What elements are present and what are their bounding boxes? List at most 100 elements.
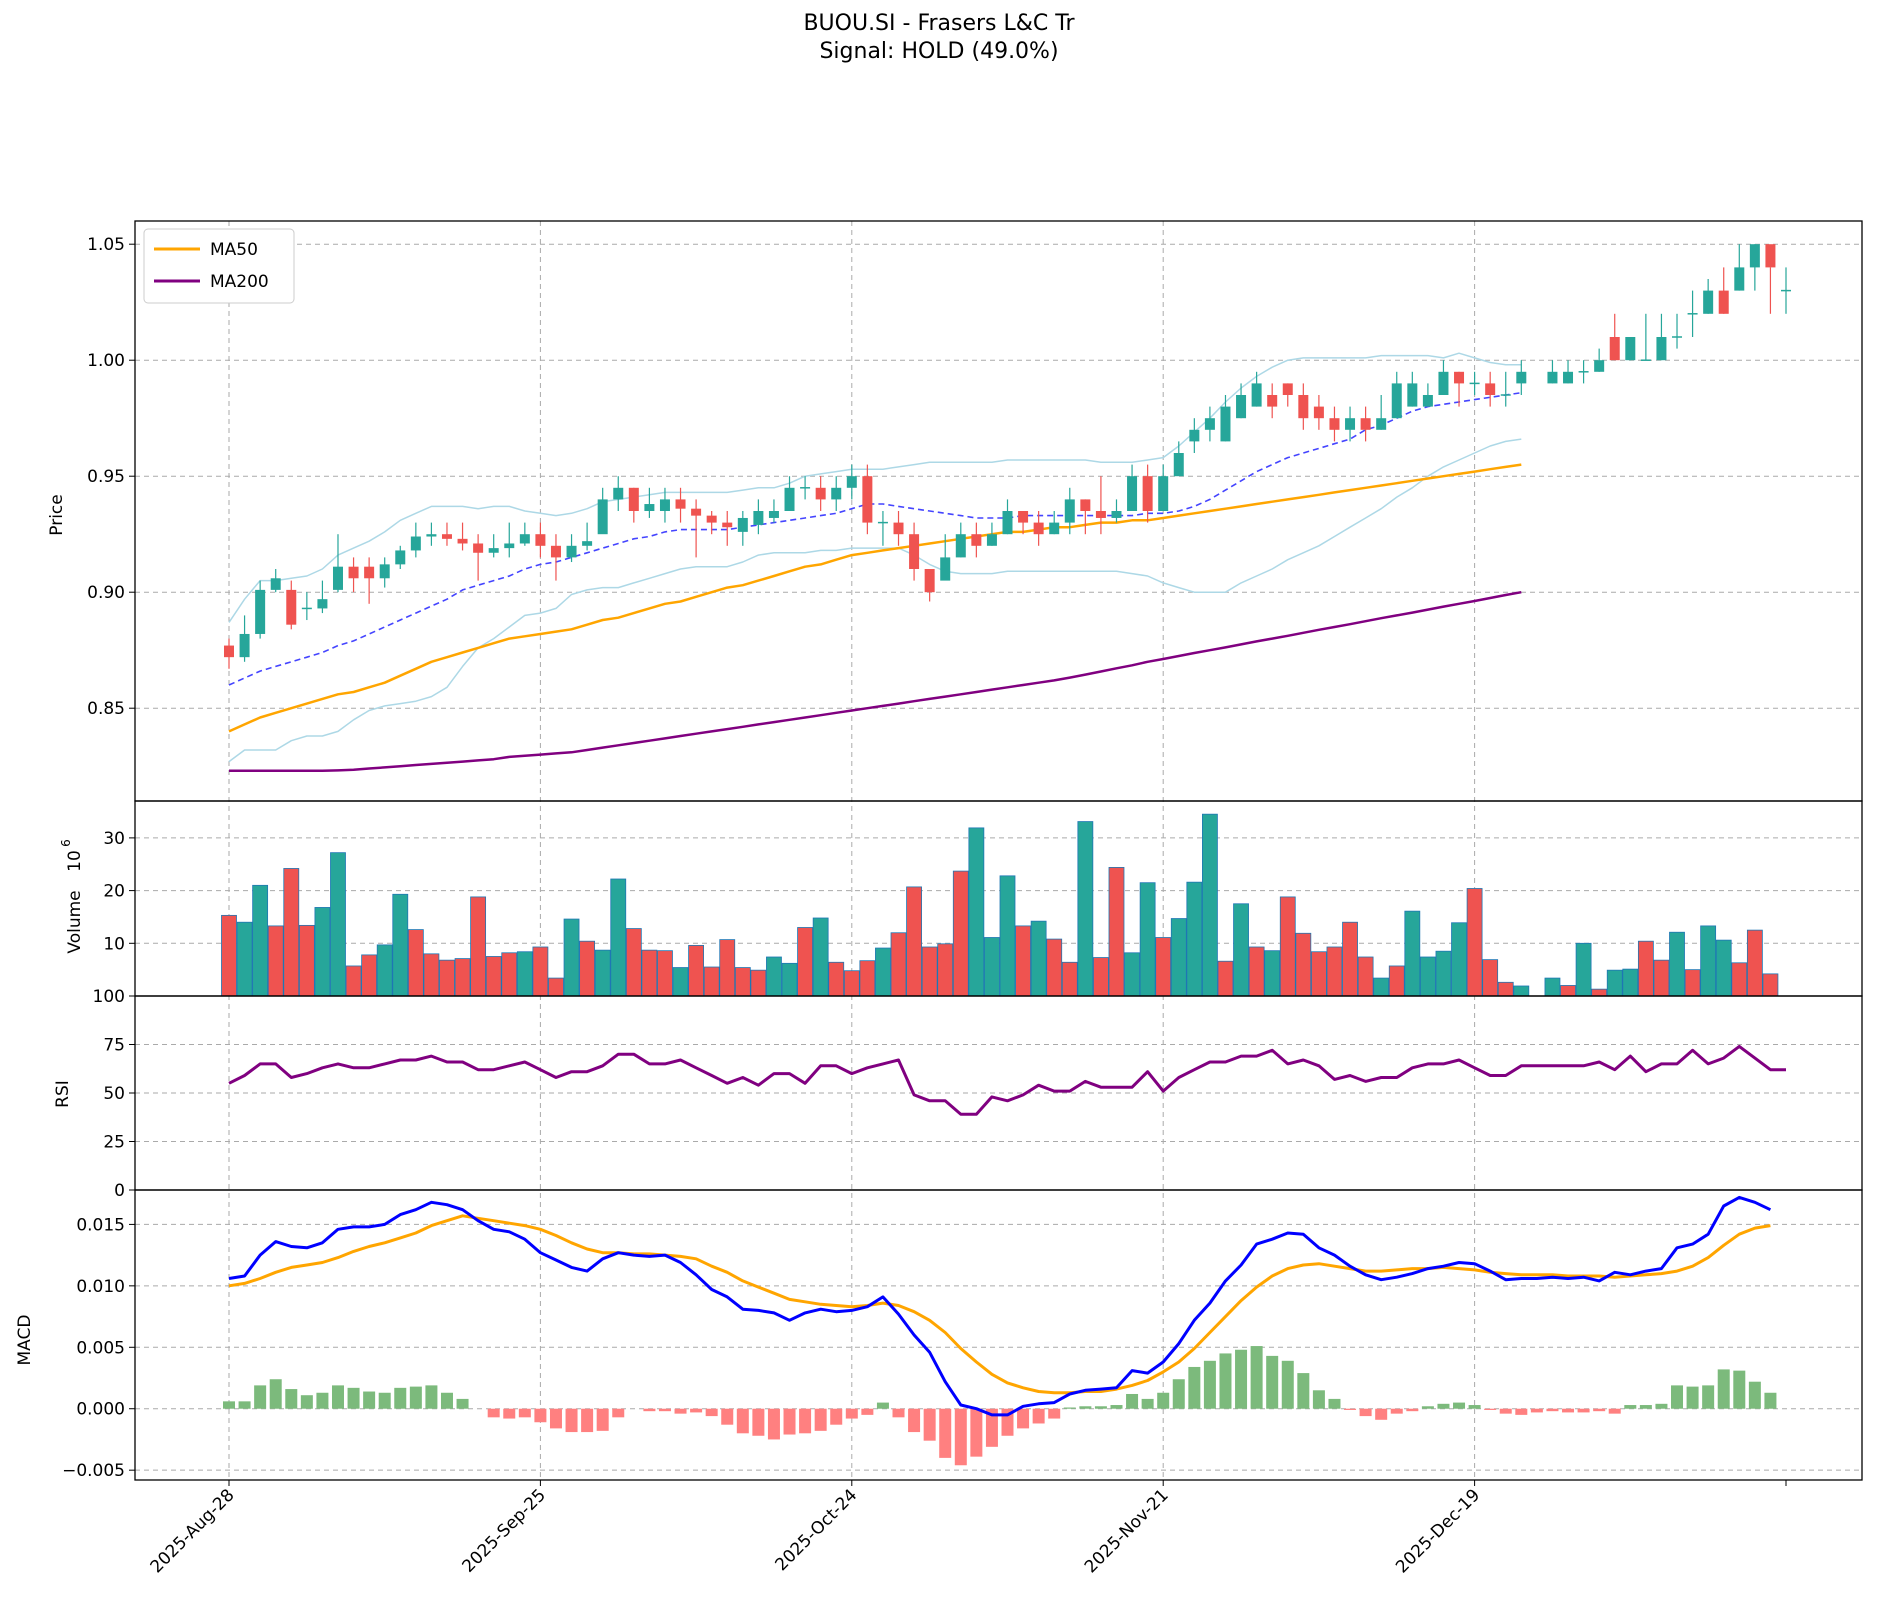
volume-bar [1046,938,1063,997]
macd-histogram-bar [923,1408,936,1441]
price-tick-label: 0.85 [87,699,125,719]
candle-body [1594,360,1605,372]
macd-histogram-bar [830,1408,843,1425]
volume-bar [1419,956,1436,997]
candle-body [955,534,966,558]
candle-body [1454,371,1465,384]
macd-histogram-bar [876,1402,889,1409]
macd-tick-label: 0.005 [76,1338,125,1358]
volume-bar [376,944,393,997]
volume-bar [579,940,596,997]
macd-histogram-bar [721,1408,734,1425]
volume-bar [719,939,736,997]
macd-axis-label: MACD [15,1315,35,1366]
volume-bar [1497,981,1514,997]
candle-body [1142,476,1153,511]
macd-histogram-bar [939,1408,952,1458]
volume-bar [1513,985,1530,997]
volume-bar [1684,969,1701,997]
macd-histogram-bar [1063,1407,1076,1409]
volume-bar [1186,881,1203,997]
macd-histogram-bar [658,1408,671,1412]
candle-body [722,522,733,528]
bollinger-lower-line [228,438,1522,763]
macd-histogram-bar [1530,1408,1543,1413]
candle-body [255,589,266,634]
macd-histogram-bar [1157,1392,1170,1409]
volume-bar [1466,888,1483,997]
candle-body [768,511,779,518]
macd-histogram-bar [1406,1408,1419,1412]
grid-layer [135,221,1862,1480]
candle-body [1080,499,1091,511]
macd-histogram-bar [581,1408,594,1433]
macd-histogram-bar [845,1408,858,1419]
volume-bar [345,965,362,997]
macd-histogram-bar [487,1408,500,1418]
candle-body [348,566,359,579]
rsi-axis-label: RSI [53,1080,73,1108]
volume-bar [361,954,378,997]
volume-bar [734,967,751,997]
candle-body [1734,267,1745,291]
macd-histogram-bar [799,1408,812,1434]
candle-body [924,569,935,593]
candle-body [550,545,561,558]
volume-bar [703,966,720,997]
macd-signal-line [228,1214,1771,1395]
macd-histogram-bar [1235,1349,1248,1409]
volume-bar [392,893,409,997]
candle-body [1703,290,1714,314]
macd-histogram-bar [690,1408,703,1413]
macd-histogram-bar [1048,1408,1061,1419]
volume-bar [532,946,549,997]
volume-bar [516,951,533,997]
macd-histogram-bar [316,1392,329,1409]
macd-histogram-bar [908,1408,921,1433]
candle-body [1298,395,1309,419]
candle-body [1033,522,1044,535]
candle-body [628,487,639,511]
rsi-tick-label: 50 [103,1084,125,1104]
macd-histogram-bar [1390,1408,1403,1414]
volume-bar [1357,956,1374,997]
candle-body [1640,359,1651,361]
candle-body [909,534,920,569]
volume-bar [1575,942,1592,997]
chart-subtitle-signal: Signal: HOLD (49.0%) [819,39,1059,64]
candle-body [1407,383,1418,407]
candle-body [893,522,904,535]
volume-bar [1560,985,1576,997]
volume-bar [252,884,269,997]
candle-body [753,511,764,525]
panel-frames [134,220,1863,1481]
legend-label-ma200: MA200 [210,272,269,292]
macd-histogram-bar [1172,1379,1185,1409]
candle-body [332,566,343,590]
macd-histogram-bar [767,1408,780,1440]
candle-body [317,599,328,609]
candle-body [1422,395,1433,407]
macd-histogram-bar [409,1386,422,1409]
volume-bar [1762,973,1779,997]
macd-histogram-bar [736,1408,749,1434]
price-tick-label: 1.00 [87,351,125,371]
tick-labels: 2025-Aug-28 2025-Sep-25 2025-Oct-24 2025-No… [62,235,1787,1577]
candle-body [1267,395,1278,407]
candle-body [1765,244,1776,268]
bollinger-mid-line [228,391,1522,686]
candle-body [1018,511,1029,523]
volume-bar [221,914,237,997]
volume-bar [236,921,253,997]
macd-histogram-bar [1733,1370,1746,1409]
macd-histogram-bar [1421,1406,1434,1409]
candle-body [1329,418,1340,430]
macd-histogram-bar [1344,1408,1357,1410]
candle-body [831,487,842,500]
candle-body [519,534,530,544]
candle-body [1672,336,1683,338]
macd-histogram-bar [1453,1402,1466,1409]
candle-body [1547,371,1558,384]
macd-histogram-bar [1219,1353,1232,1409]
volume-bar [1435,950,1452,997]
